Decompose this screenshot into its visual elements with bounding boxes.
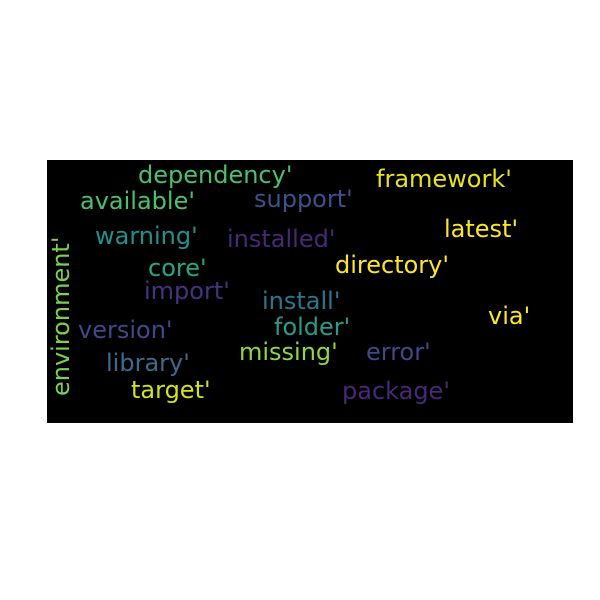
word-cloud: dependency' framework' available' suppor… <box>47 160 573 423</box>
word-import: import' <box>144 277 230 305</box>
word-core: core' <box>148 254 207 282</box>
word-warning: warning' <box>95 222 198 250</box>
word-via: via' <box>488 302 531 330</box>
word-dependency: dependency' <box>138 161 293 189</box>
word-install: install' <box>262 287 341 315</box>
word-support: support' <box>254 185 353 213</box>
word-library: library' <box>106 349 190 377</box>
word-environment: environment' <box>47 236 75 396</box>
word-latest: latest' <box>444 215 519 243</box>
word-folder: folder' <box>274 313 351 341</box>
word-target: target' <box>131 376 211 404</box>
word-available: available' <box>80 187 195 215</box>
word-directory: directory' <box>335 251 449 279</box>
word-missing: missing' <box>239 338 338 366</box>
word-framework: framework' <box>376 165 512 193</box>
word-error: error' <box>366 338 431 366</box>
word-installed: installed' <box>227 225 336 253</box>
word-package: package' <box>342 377 450 405</box>
word-version: version' <box>78 316 173 344</box>
